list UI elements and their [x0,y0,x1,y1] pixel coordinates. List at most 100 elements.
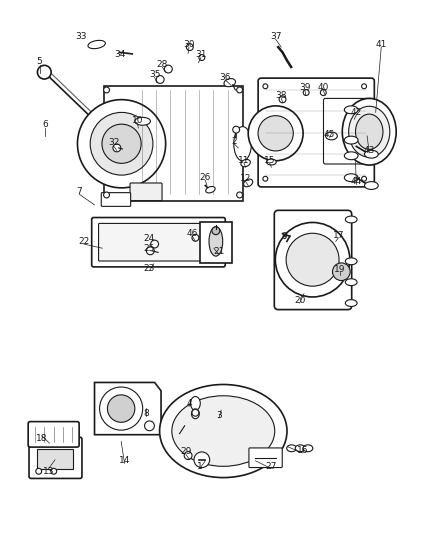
Circle shape [263,176,268,181]
Circle shape [102,124,141,163]
Circle shape [194,452,210,467]
Text: 21: 21 [213,247,225,256]
FancyBboxPatch shape [92,217,225,267]
Text: 14: 14 [119,456,130,465]
Circle shape [146,247,154,255]
Ellipse shape [342,99,396,165]
Text: 17: 17 [332,231,344,240]
Text: 5: 5 [37,57,42,66]
FancyBboxPatch shape [28,422,79,447]
Text: 41: 41 [375,40,387,49]
FancyBboxPatch shape [29,437,82,479]
Text: 36: 36 [220,73,231,82]
Text: 25: 25 [144,244,155,253]
Circle shape [286,233,339,286]
Ellipse shape [295,445,305,451]
Ellipse shape [88,41,106,49]
Text: 18: 18 [36,434,48,443]
Text: 43: 43 [364,146,375,155]
Circle shape [258,116,293,151]
Circle shape [145,421,154,431]
Ellipse shape [212,227,220,235]
Circle shape [99,387,143,430]
Ellipse shape [356,114,383,149]
Text: 45: 45 [324,131,336,139]
Ellipse shape [266,159,276,165]
Circle shape [104,87,110,93]
Circle shape [51,469,57,474]
Text: 11: 11 [238,156,250,165]
FancyBboxPatch shape [99,223,219,261]
Text: 7: 7 [77,187,82,196]
Text: 39: 39 [299,83,311,92]
Ellipse shape [345,300,357,306]
Circle shape [113,144,121,152]
Circle shape [90,112,153,175]
Circle shape [36,469,42,474]
Text: 31: 31 [195,51,207,60]
FancyBboxPatch shape [258,78,374,187]
FancyBboxPatch shape [130,183,162,200]
Text: 3: 3 [216,411,222,420]
Circle shape [151,240,159,248]
Text: 46: 46 [187,229,198,238]
Ellipse shape [224,78,236,87]
Circle shape [192,409,199,416]
Ellipse shape [344,152,358,160]
Polygon shape [104,86,243,201]
Circle shape [332,263,350,280]
Circle shape [237,192,243,198]
Ellipse shape [303,445,313,451]
Ellipse shape [344,106,358,114]
Ellipse shape [135,117,150,125]
Text: 29: 29 [180,447,192,456]
Text: 19: 19 [334,264,346,273]
Circle shape [362,84,367,88]
Ellipse shape [172,396,275,466]
FancyBboxPatch shape [274,211,352,310]
Ellipse shape [209,227,223,256]
Text: 12: 12 [240,174,251,183]
Text: 6: 6 [42,120,48,129]
Ellipse shape [191,397,200,410]
Circle shape [192,235,199,241]
Text: 22: 22 [78,237,89,246]
Text: 20: 20 [294,296,305,305]
Polygon shape [95,383,161,435]
Circle shape [199,54,205,61]
Ellipse shape [159,384,287,478]
Circle shape [263,84,268,88]
Circle shape [248,106,303,161]
Text: 27: 27 [266,462,277,471]
FancyBboxPatch shape [101,192,131,206]
Ellipse shape [287,445,297,451]
Text: 32: 32 [108,138,120,147]
Text: 24: 24 [144,235,155,244]
Text: 33: 33 [75,32,87,41]
Text: 44: 44 [351,177,362,187]
Text: 10: 10 [132,116,143,125]
Ellipse shape [344,136,358,144]
Ellipse shape [345,279,357,286]
Text: 15: 15 [264,156,276,165]
Circle shape [320,90,326,95]
FancyBboxPatch shape [249,448,282,467]
Text: 35: 35 [149,70,160,79]
FancyBboxPatch shape [324,99,374,164]
Circle shape [187,44,193,51]
Ellipse shape [364,182,378,189]
Circle shape [107,395,135,422]
Circle shape [104,192,110,198]
Circle shape [184,451,192,459]
Text: 4: 4 [186,399,192,408]
Ellipse shape [364,150,378,158]
Text: 23: 23 [144,263,155,272]
Text: 28: 28 [157,60,168,69]
Circle shape [303,90,309,95]
Ellipse shape [349,106,390,157]
Ellipse shape [191,409,199,419]
Text: 30: 30 [183,40,195,49]
Bar [200,222,232,263]
Ellipse shape [345,216,357,223]
Circle shape [362,176,367,181]
